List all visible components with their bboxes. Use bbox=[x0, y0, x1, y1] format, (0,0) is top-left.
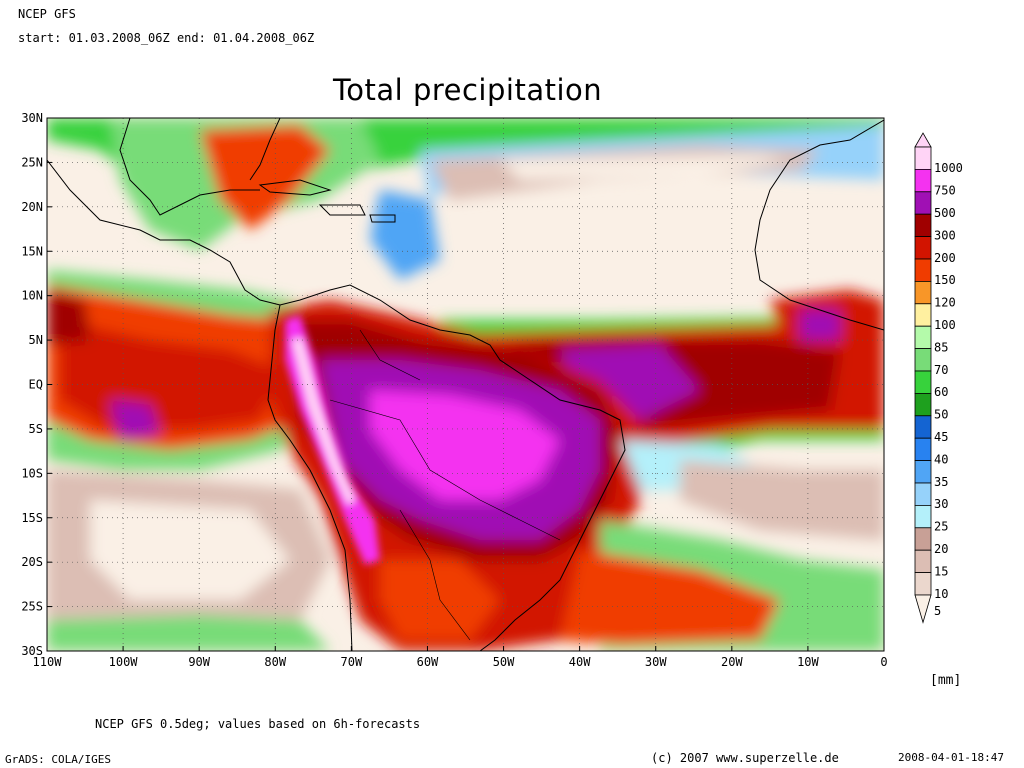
colorbar-swatch bbox=[914, 236, 932, 260]
colorbar-swatch bbox=[914, 191, 932, 215]
colorbar-label: 20 bbox=[934, 542, 948, 556]
lat-tick-label: 25N bbox=[21, 155, 43, 169]
lon-tick-label: 90W bbox=[188, 655, 210, 669]
colorbar-label: 1000 bbox=[934, 161, 963, 175]
colorbar-swatch bbox=[914, 370, 932, 394]
colorbar-swatch bbox=[914, 392, 932, 417]
precipitation-field bbox=[47, 118, 884, 651]
lat-tick-label: 15S bbox=[21, 511, 43, 525]
lat-tick-label: 20N bbox=[21, 200, 43, 214]
colorbar-swatch bbox=[914, 572, 932, 596]
colorbar-label: 750 bbox=[934, 184, 956, 198]
colorbar-label: 25 bbox=[934, 520, 948, 534]
colorbar-label: 200 bbox=[934, 251, 956, 265]
lon-tick-label: 70W bbox=[341, 655, 363, 669]
copyright: (c) 2007 www.superzelle.de bbox=[651, 751, 839, 765]
lon-tick-label: 20W bbox=[721, 655, 743, 669]
colorbar-label: 30 bbox=[934, 497, 948, 511]
longitude-axis: 110W 100W 90W 80W 70W 60W 50W 40W 30W 20W 10W 0 bbox=[33, 646, 888, 669]
colorbar-swatch bbox=[914, 280, 932, 305]
lat-tick-label: 25S bbox=[21, 600, 43, 614]
colorbar-swatch bbox=[914, 213, 932, 237]
colorbar-label: 10 bbox=[934, 587, 948, 601]
colorbar-swatch bbox=[914, 527, 932, 551]
latitude-axis: 30N 25N 20N 15N 10N 5N EQ 5S 10S 15S 20S 25S 30S bbox=[21, 111, 52, 658]
colorbar-label: 35 bbox=[934, 475, 948, 489]
lon-tick-label: 110W bbox=[33, 655, 63, 669]
data-source-note: NCEP GFS 0.5deg; values based on 6h-fore… bbox=[95, 717, 421, 731]
colorbar-label: 70 bbox=[934, 363, 948, 377]
colorbar-legend: 1000 750 500 300 200 150 120 100 85 70 60 50 45 40 35 3… bbox=[914, 132, 963, 688]
timestamp: 2008-04-01-18:47 bbox=[898, 751, 1004, 764]
colorbar-swatch bbox=[914, 146, 932, 170]
colorbar-swatch bbox=[914, 303, 932, 327]
lon-tick-label: 60W bbox=[417, 655, 439, 669]
lat-tick-label: 20S bbox=[21, 555, 43, 569]
lat-tick-label: 10S bbox=[21, 466, 43, 480]
lon-tick-label: 50W bbox=[493, 655, 515, 669]
lat-tick-label: EQ bbox=[29, 378, 43, 392]
colorbar-label: 150 bbox=[934, 273, 956, 287]
map-title: Total precipitation bbox=[333, 73, 603, 107]
colorbar-swatch bbox=[914, 460, 932, 484]
colorbar-swatch bbox=[914, 504, 932, 529]
colorbar-label: 300 bbox=[934, 228, 956, 242]
colorbar-swatch bbox=[914, 482, 932, 506]
colorbar-swatch bbox=[914, 415, 932, 439]
lon-tick-label: 30W bbox=[645, 655, 667, 669]
colorbar-label: 60 bbox=[934, 385, 948, 399]
model-name: NCEP GFS bbox=[18, 7, 76, 21]
lon-tick-label: 0 bbox=[880, 655, 887, 669]
forecast-period: start: 01.03.2008_06Z end: 01.04.2008_06… bbox=[18, 31, 315, 45]
software-credit: GrADS: COLA/IGES bbox=[5, 753, 111, 766]
colorbar-label: 15 bbox=[934, 564, 948, 578]
colorbar-swatch bbox=[914, 437, 932, 462]
colorbar-label: 85 bbox=[934, 340, 948, 354]
colorbar-top-arrow bbox=[914, 132, 932, 148]
colorbar-bottom-arrow bbox=[914, 594, 932, 624]
lon-tick-label: 80W bbox=[264, 655, 286, 669]
lat-tick-label: 5N bbox=[29, 333, 43, 347]
colorbar-label: 40 bbox=[934, 452, 948, 466]
lat-tick-label: 10N bbox=[21, 289, 43, 303]
lat-tick-label: 30S bbox=[21, 644, 43, 658]
colorbar-swatch bbox=[914, 258, 932, 282]
colorbar-label: 50 bbox=[934, 408, 948, 422]
colorbar-label: 120 bbox=[934, 296, 956, 310]
colorbar-swatch bbox=[914, 325, 932, 350]
colorbar-unit: [mm] bbox=[930, 673, 961, 688]
lat-tick-label: 15N bbox=[21, 244, 43, 258]
colorbar-swatch bbox=[914, 348, 932, 372]
colorbar-swatch bbox=[914, 168, 932, 193]
lat-tick-label: 5S bbox=[29, 422, 43, 436]
colorbar-label: 100 bbox=[934, 318, 956, 332]
lat-tick-label: 30N bbox=[21, 111, 43, 125]
colorbar-label: 5 bbox=[934, 604, 941, 618]
colorbar-swatch bbox=[914, 549, 932, 574]
lon-tick-label: 40W bbox=[569, 655, 591, 669]
lon-tick-label: 100W bbox=[109, 655, 139, 669]
lon-tick-label: 10W bbox=[797, 655, 819, 669]
colorbar-label: 45 bbox=[934, 430, 948, 444]
coastlines bbox=[47, 118, 884, 651]
colorbar-label: 500 bbox=[934, 206, 956, 220]
